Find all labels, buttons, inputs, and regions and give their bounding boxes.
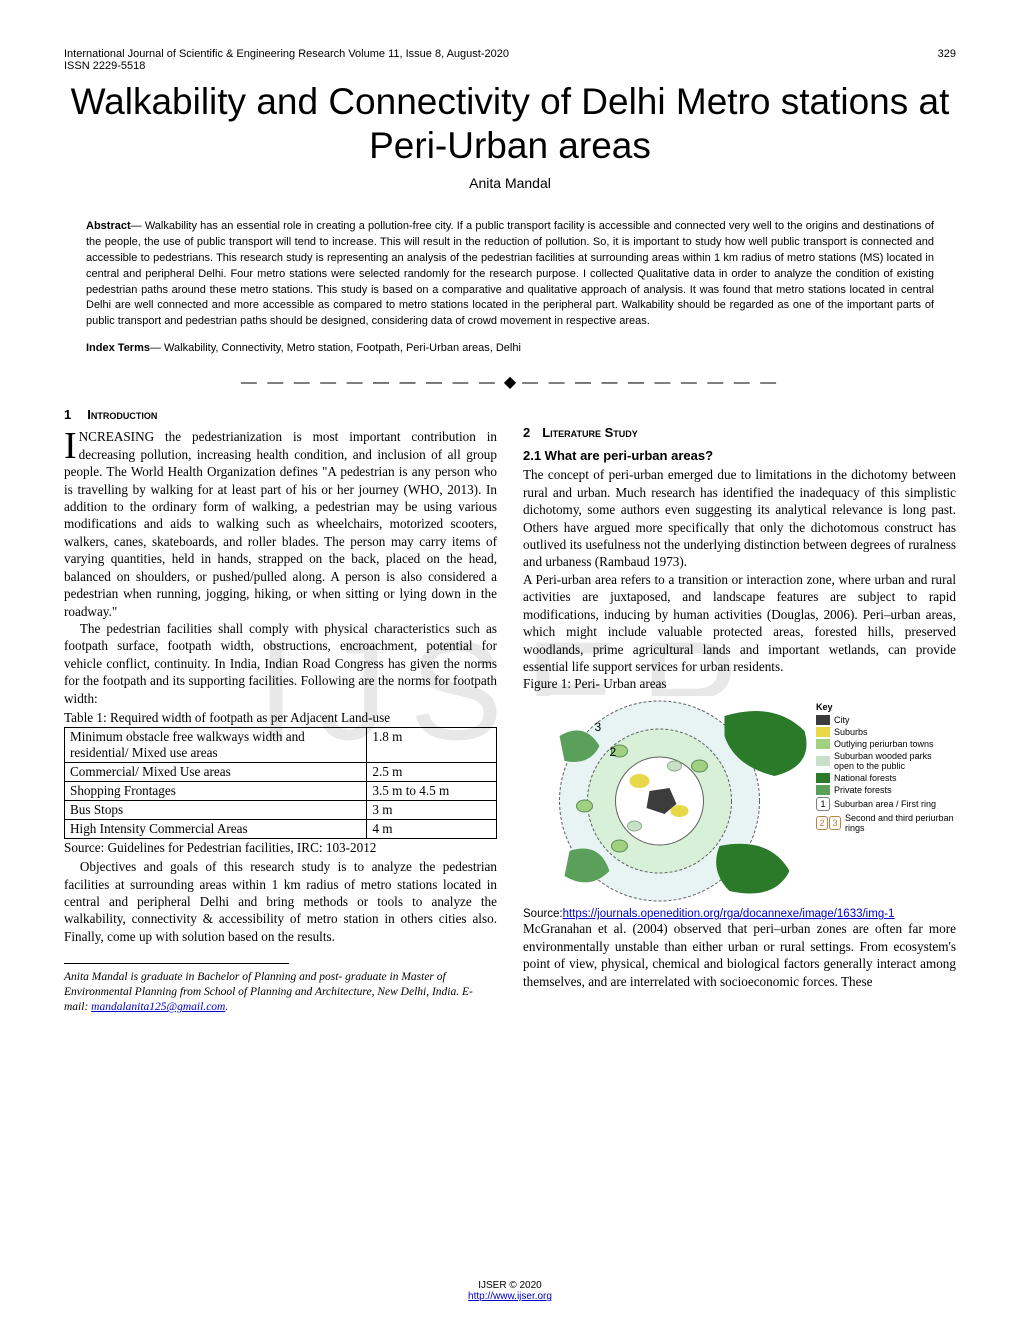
- lit-paragraph-1: The concept of peri-urban emerged due to…: [523, 466, 956, 571]
- table-cell: 1.8 m: [367, 728, 497, 763]
- legend-label: Outlying periurban towns: [834, 739, 934, 749]
- table-row: Minimum obstacle free walkways width and…: [65, 728, 497, 763]
- legend-label: National forests: [834, 773, 897, 783]
- section-1-title: Introduction: [87, 407, 157, 422]
- legend-item: 1 Suburban area / First ring: [816, 797, 954, 811]
- legend-swatch: [816, 727, 830, 737]
- legend-item: Suburbs: [816, 727, 954, 737]
- legend-swatch: [816, 715, 830, 725]
- legend-label: Suburban wooded parks open to the public: [834, 751, 954, 771]
- index-terms-label: Index Terms: [86, 342, 150, 354]
- legend-label: Private forests: [834, 785, 892, 795]
- table-cell: 2.5 m: [367, 763, 497, 782]
- author-name: Anita Mandal: [64, 175, 956, 191]
- legend-title: Key: [816, 702, 954, 712]
- index-terms: Index Terms— Walkability, Connectivity, …: [86, 342, 934, 354]
- figure-1-caption: Figure 1: Peri- Urban areas: [523, 676, 956, 692]
- table-cell: Commercial/ Mixed Use areas: [65, 763, 367, 782]
- legend-item: National forests: [816, 773, 954, 783]
- legend-item: Outlying periurban towns: [816, 739, 954, 749]
- legend-label: Suburbs: [834, 727, 868, 737]
- table-row: High Intensity Commercial Areas4 m: [65, 820, 497, 839]
- section-2-number: 2: [523, 425, 530, 440]
- table-1-caption: Table 1: Required width of footpath as p…: [64, 710, 497, 726]
- footer-copyright: IJSER © 2020: [478, 1280, 542, 1291]
- table-1: Minimum obstacle free walkways width and…: [64, 727, 497, 839]
- figure-1-source: Source:https://journals.openedition.org/…: [523, 908, 956, 920]
- intro-paragraph-3: Objectives and goals of this research st…: [64, 858, 497, 945]
- lit-paragraph-3: McGranahan et al. (2004) observed that p…: [523, 920, 956, 990]
- table-cell: Minimum obstacle free walkways width and…: [65, 728, 367, 763]
- table-cell: 3.5 m to 4.5 m: [367, 782, 497, 801]
- legend-label: Second and third periurban rings: [845, 813, 954, 833]
- author-bio: Anita Mandal is graduate in Bachelor of …: [64, 970, 497, 1015]
- lit-paragraph-2: A Peri-urban area refers to a transition…: [523, 571, 956, 676]
- author-bio-rule: [64, 963, 289, 964]
- figure-1-source-link[interactable]: https://journals.openedition.org/rga/doc…: [563, 908, 895, 920]
- legend-item: City: [816, 715, 954, 725]
- issn: ISSN 2229-5518: [64, 60, 145, 72]
- table-cell: 3 m: [367, 801, 497, 820]
- table-row: Commercial/ Mixed Use areas2.5 m: [65, 763, 497, 782]
- paper-title: Walkability and Connectivity of Delhi Me…: [64, 80, 956, 169]
- legend-item: Suburban wooded parks open to the public: [816, 751, 954, 771]
- legend-swatch: [816, 773, 830, 783]
- intro-paragraph-1: NCREASING the pedestrianization is most …: [64, 429, 497, 618]
- dropcap: I: [64, 428, 79, 461]
- legend-swatch: [816, 756, 830, 766]
- legend-swatch: [816, 739, 830, 749]
- section-2-1-title: 2.1 What are peri-urban areas?: [523, 448, 956, 463]
- abstract: Abstract— Walkability has an essential r…: [86, 219, 934, 331]
- footer-url-link[interactable]: http://www.ijser.org: [468, 1291, 552, 1302]
- page-number: 329: [938, 48, 956, 72]
- index-terms-text: — Walkability, Connectivity, Metro stati…: [150, 342, 521, 354]
- legend-swatch: [816, 785, 830, 795]
- legend-item: 23Second and third periurban rings: [816, 813, 954, 833]
- table-cell: High Intensity Commercial Areas: [65, 820, 367, 839]
- page-header: International Journal of Scientific & En…: [64, 48, 956, 72]
- right-column: 2 Literature Study 2.1 What are peri-urb…: [523, 406, 956, 1015]
- table-cell: Bus Stops: [65, 801, 367, 820]
- table-1-source: Source: Guidelines for Pedestrian facili…: [64, 840, 497, 856]
- author-email-link[interactable]: mandalanita125@gmail.com: [91, 1001, 225, 1013]
- legend-label: Suburban area / First ring: [834, 799, 936, 809]
- section-2-title: Literature Study: [542, 425, 638, 440]
- abstract-label: Abstract: [86, 220, 131, 232]
- left-column: 1 Introduction INCREASING the pedestrian…: [64, 406, 497, 1015]
- page-footer: IJSER © 2020 http://www.ijser.org: [0, 1280, 1020, 1302]
- figure-1: 3 2 Key City Suburbs Outlying periurban …: [523, 696, 956, 906]
- svg-text:2: 2: [610, 745, 617, 759]
- svg-text:3: 3: [595, 720, 602, 734]
- section-1-number: 1: [64, 407, 71, 422]
- abstract-text: — Walkability has an essential role in c…: [86, 220, 934, 328]
- author-bio-after: .: [225, 1001, 228, 1013]
- legend-item: Private forests: [816, 785, 954, 795]
- section-divider: — — — — — — — — — —◆— — — — — — — — — —: [64, 372, 956, 392]
- table-cell: 4 m: [367, 820, 497, 839]
- table-row: Bus Stops3 m: [65, 801, 497, 820]
- legend-label: City: [834, 715, 850, 725]
- journal-info: International Journal of Scientific & En…: [64, 48, 509, 60]
- legend-ring-icon: 1: [816, 797, 830, 811]
- intro-paragraph-2: The pedestrian facilities shall comply w…: [64, 620, 497, 707]
- table-cell: Shopping Frontages: [65, 782, 367, 801]
- table-row: Shopping Frontages3.5 m to 4.5 m: [65, 782, 497, 801]
- figure-1-legend: Key City Suburbs Outlying periurban town…: [816, 702, 954, 835]
